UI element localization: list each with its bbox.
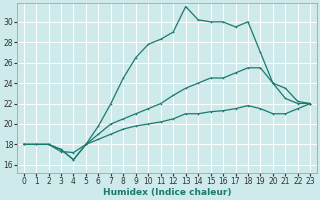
X-axis label: Humidex (Indice chaleur): Humidex (Indice chaleur) — [103, 188, 231, 197]
